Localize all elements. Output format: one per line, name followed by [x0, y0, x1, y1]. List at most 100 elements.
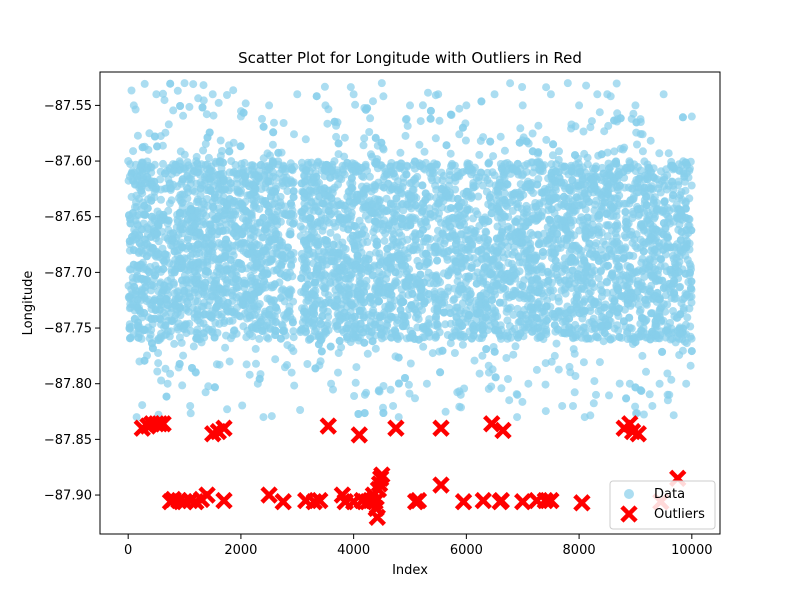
data-point: [280, 297, 289, 306]
data-point: [508, 196, 517, 205]
data-point: [379, 92, 388, 101]
data-point: [195, 249, 204, 258]
data-point: [408, 289, 417, 298]
data-point: [479, 133, 488, 142]
data-point: [482, 252, 491, 261]
data-point: [628, 238, 637, 247]
data-point: [638, 147, 647, 156]
data-point: [509, 243, 518, 252]
data-point: [669, 217, 678, 226]
data-point: [461, 272, 470, 281]
data-point: [687, 334, 696, 343]
data-point: [289, 333, 298, 342]
data-point: [455, 130, 464, 139]
data-point: [550, 351, 559, 360]
data-point: [551, 327, 560, 336]
data-point: [668, 251, 677, 260]
data-point: [380, 236, 389, 245]
data-point: [655, 295, 664, 304]
data-point: [637, 326, 646, 335]
data-point: [666, 268, 675, 277]
data-point: [558, 317, 567, 326]
data-point: [204, 382, 213, 391]
data-point: [245, 330, 254, 339]
data-point: [190, 313, 199, 322]
data-point: [245, 370, 254, 379]
data-point: [431, 333, 440, 342]
data-point: [678, 195, 687, 204]
data-point: [582, 81, 591, 90]
data-point: [470, 356, 479, 365]
data-point: [301, 135, 310, 144]
data-point: [179, 111, 188, 120]
data-point: [254, 228, 263, 237]
data-point: [289, 327, 298, 336]
data-point: [458, 340, 467, 349]
data-point: [239, 322, 248, 331]
data-point: [334, 368, 342, 377]
data-point: [639, 410, 648, 419]
data-point: [238, 401, 247, 410]
data-point: [638, 254, 647, 263]
data-point: [390, 217, 399, 226]
data-point: [505, 232, 514, 241]
data-point: [631, 402, 640, 411]
data-point: [505, 322, 514, 331]
data-point: [359, 141, 368, 150]
data-point: [369, 97, 377, 106]
data-point: [566, 218, 575, 227]
data-point: [609, 212, 618, 221]
data-point: [475, 298, 483, 306]
data-point: [525, 292, 534, 301]
data-point: [625, 323, 634, 332]
data-point: [230, 326, 239, 335]
data-point: [285, 302, 294, 311]
data-point: [215, 319, 224, 328]
data-point: [551, 249, 560, 257]
data-point: [335, 336, 344, 345]
data-point: [545, 215, 554, 224]
data-point: [604, 221, 613, 229]
data-point: [661, 262, 669, 271]
data-point: [154, 359, 163, 368]
data-point: [646, 256, 654, 265]
data-point: [202, 110, 211, 119]
data-point: [154, 237, 163, 246]
data-point: [343, 285, 352, 294]
data-point: [433, 256, 442, 265]
data-point: [267, 255, 276, 264]
data-point: [405, 389, 414, 398]
data-point: [386, 385, 395, 394]
data-point: [416, 117, 425, 126]
data-point: [592, 239, 601, 248]
data-point: [168, 170, 176, 178]
data-point: [640, 157, 649, 166]
data-point: [570, 388, 579, 397]
data-point: [516, 124, 525, 133]
data-point: [319, 222, 328, 231]
data-point: [146, 330, 155, 339]
data-point: [509, 310, 518, 319]
data-point: [462, 226, 471, 235]
data-points: [124, 79, 696, 422]
data-point: [268, 140, 277, 149]
data-point: [602, 277, 611, 286]
data-point: [201, 388, 210, 397]
data-point: [617, 244, 626, 253]
data-point: [127, 192, 136, 201]
data-point: [154, 349, 163, 357]
data-point: [552, 160, 561, 169]
data-point: [562, 225, 570, 234]
data-point: [542, 135, 551, 144]
data-point: [363, 238, 372, 246]
data-point: [526, 262, 535, 271]
data-point: [488, 314, 497, 323]
data-point: [497, 384, 506, 393]
data-point: [633, 244, 642, 253]
data-point: [518, 83, 527, 91]
data-point: [365, 128, 374, 136]
data-point: [267, 412, 276, 421]
data-point: [522, 201, 531, 210]
data-point: [178, 381, 187, 390]
data-point: [332, 132, 341, 141]
